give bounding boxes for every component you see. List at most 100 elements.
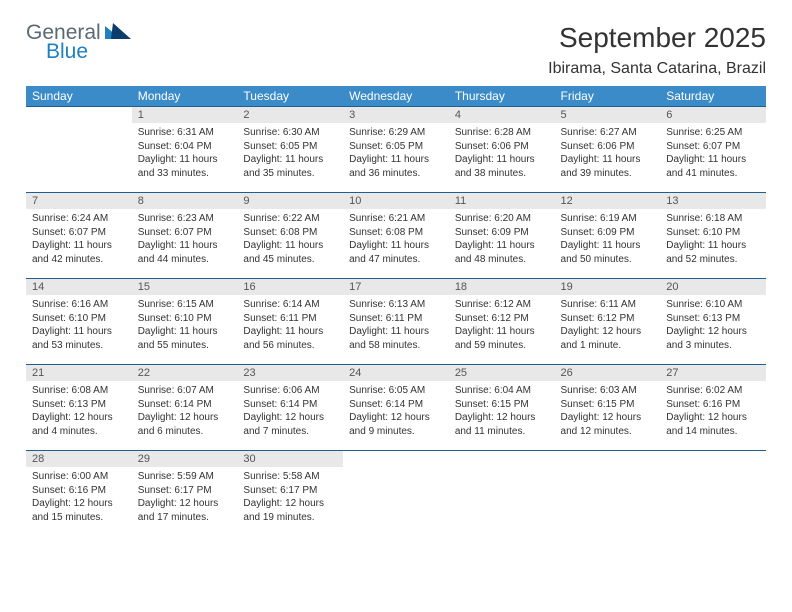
logo-text-blue: Blue bbox=[46, 41, 131, 62]
week-row: 14Sunrise: 6:16 AMSunset: 6:10 PMDayligh… bbox=[26, 279, 766, 365]
sunrise-text: Sunrise: 6:19 AM bbox=[561, 212, 655, 226]
sunset-text: Sunset: 6:10 PM bbox=[138, 312, 232, 326]
sunrise-text: Sunrise: 6:07 AM bbox=[138, 384, 232, 398]
location: Ibirama, Santa Catarina, Brazil bbox=[548, 60, 766, 78]
day-header: Thursday bbox=[449, 86, 555, 107]
daylight-text: Daylight: 11 hours and 45 minutes. bbox=[243, 239, 337, 266]
sunrise-text: Sunrise: 6:02 AM bbox=[666, 384, 760, 398]
daylight-text: Daylight: 11 hours and 47 minutes. bbox=[349, 239, 443, 266]
sunrise-text: Sunrise: 5:59 AM bbox=[138, 470, 232, 484]
day-number: 23 bbox=[237, 365, 343, 381]
sunset-text: Sunset: 6:10 PM bbox=[666, 226, 760, 240]
logo: General Blue bbox=[26, 22, 131, 62]
day-cell: 8Sunrise: 6:23 AMSunset: 6:07 PMDaylight… bbox=[132, 193, 238, 279]
day-cell: 20Sunrise: 6:10 AMSunset: 6:13 PMDayligh… bbox=[660, 279, 766, 365]
day-body: Sunrise: 6:29 AMSunset: 6:05 PMDaylight:… bbox=[343, 123, 449, 184]
day-header: Monday bbox=[132, 86, 238, 107]
day-cell: 19Sunrise: 6:11 AMSunset: 6:12 PMDayligh… bbox=[555, 279, 661, 365]
day-cell: 14Sunrise: 6:16 AMSunset: 6:10 PMDayligh… bbox=[26, 279, 132, 365]
sunrise-text: Sunrise: 6:16 AM bbox=[32, 298, 126, 312]
daylight-text: Daylight: 12 hours and 15 minutes. bbox=[32, 497, 126, 524]
daylight-text: Daylight: 11 hours and 41 minutes. bbox=[666, 153, 760, 180]
sunrise-text: Sunrise: 6:03 AM bbox=[561, 384, 655, 398]
sunrise-text: Sunrise: 6:30 AM bbox=[243, 126, 337, 140]
title-block: September 2025 Ibirama, Santa Catarina, … bbox=[548, 22, 766, 78]
daylight-text: Daylight: 11 hours and 38 minutes. bbox=[455, 153, 549, 180]
week-row: 21Sunrise: 6:08 AMSunset: 6:13 PMDayligh… bbox=[26, 365, 766, 451]
calendar-table: Sunday Monday Tuesday Wednesday Thursday… bbox=[26, 86, 766, 537]
day-cell: 26Sunrise: 6:03 AMSunset: 6:15 PMDayligh… bbox=[555, 365, 661, 451]
day-cell bbox=[26, 107, 132, 193]
sunrise-text: Sunrise: 6:21 AM bbox=[349, 212, 443, 226]
day-number: 21 bbox=[26, 365, 132, 381]
day-header: Wednesday bbox=[343, 86, 449, 107]
week-row: 7Sunrise: 6:24 AMSunset: 6:07 PMDaylight… bbox=[26, 193, 766, 279]
sunset-text: Sunset: 6:06 PM bbox=[561, 140, 655, 154]
day-number: 2 bbox=[237, 107, 343, 123]
sunrise-text: Sunrise: 6:29 AM bbox=[349, 126, 443, 140]
day-cell: 9Sunrise: 6:22 AMSunset: 6:08 PMDaylight… bbox=[237, 193, 343, 279]
day-body: Sunrise: 6:19 AMSunset: 6:09 PMDaylight:… bbox=[555, 209, 661, 270]
sunset-text: Sunset: 6:04 PM bbox=[138, 140, 232, 154]
daylight-text: Daylight: 12 hours and 12 minutes. bbox=[561, 411, 655, 438]
day-number: 30 bbox=[237, 451, 343, 467]
day-cell: 7Sunrise: 6:24 AMSunset: 6:07 PMDaylight… bbox=[26, 193, 132, 279]
day-number: 14 bbox=[26, 279, 132, 295]
day-number: 7 bbox=[26, 193, 132, 209]
day-body: Sunrise: 6:05 AMSunset: 6:14 PMDaylight:… bbox=[343, 381, 449, 442]
sunset-text: Sunset: 6:06 PM bbox=[455, 140, 549, 154]
daylight-text: Daylight: 12 hours and 1 minute. bbox=[561, 325, 655, 352]
month-title: September 2025 bbox=[548, 22, 766, 54]
sunset-text: Sunset: 6:17 PM bbox=[138, 484, 232, 498]
day-body: Sunrise: 6:18 AMSunset: 6:10 PMDaylight:… bbox=[660, 209, 766, 270]
day-cell: 17Sunrise: 6:13 AMSunset: 6:11 PMDayligh… bbox=[343, 279, 449, 365]
sunrise-text: Sunrise: 6:15 AM bbox=[138, 298, 232, 312]
daylight-text: Daylight: 11 hours and 48 minutes. bbox=[455, 239, 549, 266]
day-body: Sunrise: 6:31 AMSunset: 6:04 PMDaylight:… bbox=[132, 123, 238, 184]
daylight-text: Daylight: 11 hours and 55 minutes. bbox=[138, 325, 232, 352]
day-cell: 21Sunrise: 6:08 AMSunset: 6:13 PMDayligh… bbox=[26, 365, 132, 451]
day-number: 19 bbox=[555, 279, 661, 295]
sunset-text: Sunset: 6:11 PM bbox=[243, 312, 337, 326]
sunset-text: Sunset: 6:14 PM bbox=[349, 398, 443, 412]
daylight-text: Daylight: 12 hours and 14 minutes. bbox=[666, 411, 760, 438]
day-header: Tuesday bbox=[237, 86, 343, 107]
day-number: 27 bbox=[660, 365, 766, 381]
day-body: Sunrise: 6:25 AMSunset: 6:07 PMDaylight:… bbox=[660, 123, 766, 184]
sunrise-text: Sunrise: 6:08 AM bbox=[32, 384, 126, 398]
day-cell: 6Sunrise: 6:25 AMSunset: 6:07 PMDaylight… bbox=[660, 107, 766, 193]
day-cell: 30Sunrise: 5:58 AMSunset: 6:17 PMDayligh… bbox=[237, 451, 343, 537]
sunset-text: Sunset: 6:14 PM bbox=[138, 398, 232, 412]
day-number: 3 bbox=[343, 107, 449, 123]
day-number: 17 bbox=[343, 279, 449, 295]
day-body: Sunrise: 6:12 AMSunset: 6:12 PMDaylight:… bbox=[449, 295, 555, 356]
day-body: Sunrise: 6:04 AMSunset: 6:15 PMDaylight:… bbox=[449, 381, 555, 442]
daylight-text: Daylight: 11 hours and 44 minutes. bbox=[138, 239, 232, 266]
day-cell: 23Sunrise: 6:06 AMSunset: 6:14 PMDayligh… bbox=[237, 365, 343, 451]
day-body: Sunrise: 6:00 AMSunset: 6:16 PMDaylight:… bbox=[26, 467, 132, 528]
sunrise-text: Sunrise: 6:05 AM bbox=[349, 384, 443, 398]
day-cell: 18Sunrise: 6:12 AMSunset: 6:12 PMDayligh… bbox=[449, 279, 555, 365]
day-header: Sunday bbox=[26, 86, 132, 107]
day-number: 8 bbox=[132, 193, 238, 209]
calendar-body: 1Sunrise: 6:31 AMSunset: 6:04 PMDaylight… bbox=[26, 107, 766, 537]
sunrise-text: Sunrise: 5:58 AM bbox=[243, 470, 337, 484]
daylight-text: Daylight: 11 hours and 35 minutes. bbox=[243, 153, 337, 180]
day-body: Sunrise: 6:27 AMSunset: 6:06 PMDaylight:… bbox=[555, 123, 661, 184]
day-body: Sunrise: 6:13 AMSunset: 6:11 PMDaylight:… bbox=[343, 295, 449, 356]
sunrise-text: Sunrise: 6:10 AM bbox=[666, 298, 760, 312]
day-cell: 2Sunrise: 6:30 AMSunset: 6:05 PMDaylight… bbox=[237, 107, 343, 193]
day-cell bbox=[660, 451, 766, 537]
day-number: 24 bbox=[343, 365, 449, 381]
sunset-text: Sunset: 6:13 PM bbox=[666, 312, 760, 326]
day-number: 26 bbox=[555, 365, 661, 381]
day-body: Sunrise: 6:16 AMSunset: 6:10 PMDaylight:… bbox=[26, 295, 132, 356]
sunset-text: Sunset: 6:08 PM bbox=[243, 226, 337, 240]
day-body: Sunrise: 6:07 AMSunset: 6:14 PMDaylight:… bbox=[132, 381, 238, 442]
sunset-text: Sunset: 6:08 PM bbox=[349, 226, 443, 240]
week-row: 1Sunrise: 6:31 AMSunset: 6:04 PMDaylight… bbox=[26, 107, 766, 193]
day-header: Friday bbox=[555, 86, 661, 107]
day-body: Sunrise: 6:24 AMSunset: 6:07 PMDaylight:… bbox=[26, 209, 132, 270]
header: General Blue September 2025 Ibirama, San… bbox=[26, 22, 766, 78]
day-number: 20 bbox=[660, 279, 766, 295]
